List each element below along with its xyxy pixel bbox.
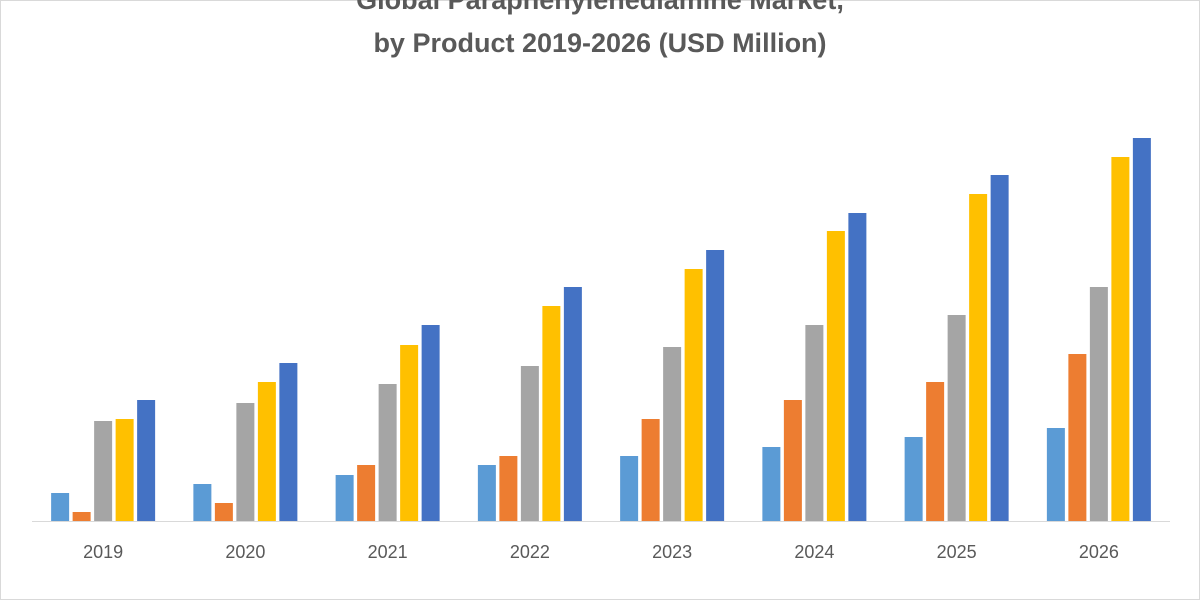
bar [520, 366, 539, 521]
bar [335, 475, 354, 521]
bar [51, 493, 70, 521]
x-tick-label: 2024 [794, 542, 834, 562]
bar [620, 456, 639, 521]
bar [1046, 428, 1065, 521]
bar [477, 465, 496, 521]
x-tick-label: 2023 [652, 542, 692, 562]
x-tick-label: 2022 [510, 542, 550, 562]
bar [706, 250, 725, 521]
bar [904, 437, 923, 521]
bar [115, 419, 134, 521]
bar [783, 400, 802, 521]
bar [969, 194, 988, 521]
bar [257, 382, 276, 521]
bar [421, 325, 440, 521]
bar [193, 484, 212, 521]
bar [279, 363, 298, 521]
bar [72, 512, 91, 521]
bar [563, 287, 582, 521]
bar [1111, 157, 1130, 521]
bar [357, 465, 376, 521]
bar [1068, 354, 1087, 521]
bar [378, 384, 397, 521]
x-tick-label: 2021 [368, 542, 408, 562]
bar [137, 400, 156, 521]
bar [826, 231, 845, 521]
bar [542, 306, 561, 521]
x-tick-label: 2026 [1079, 542, 1119, 562]
x-tick-label: 2020 [225, 542, 265, 562]
bar [236, 403, 255, 521]
bar [805, 325, 824, 521]
chart-title: Global Paraphenylenediamine Market, [356, 0, 844, 15]
x-tick-label: 2019 [83, 542, 123, 562]
bar [684, 269, 703, 521]
bar [641, 419, 660, 521]
bar [762, 447, 781, 521]
bar [94, 421, 113, 521]
x-tick-label: 2025 [937, 542, 977, 562]
chart-title: by Product 2019-2026 (USD Million) [373, 28, 826, 58]
bar [848, 213, 867, 521]
bar [926, 382, 945, 521]
bar [1132, 138, 1151, 521]
bar [947, 315, 966, 521]
bar [990, 175, 1009, 521]
bar [214, 503, 233, 521]
bar [663, 347, 682, 521]
bar [400, 345, 419, 521]
bar [499, 456, 518, 521]
bar [1089, 287, 1108, 521]
